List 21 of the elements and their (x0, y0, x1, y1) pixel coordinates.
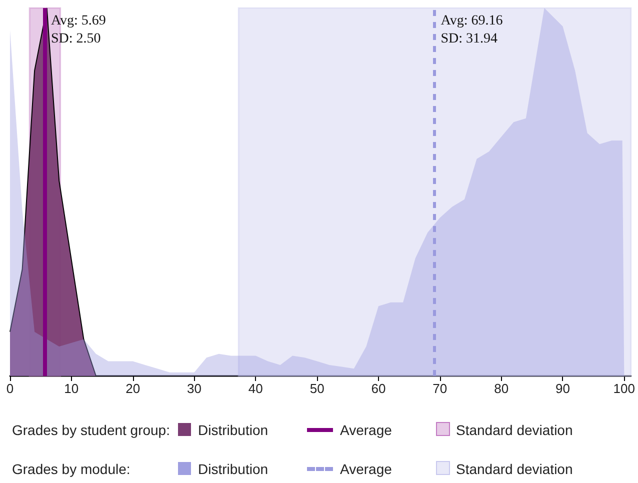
x-tick-label: 100 (613, 381, 636, 396)
x-tick-label: 0 (6, 381, 14, 396)
x-tick-label: 20 (126, 381, 140, 396)
legend-label: Standard deviation (456, 460, 573, 479)
x-tick-label: 10 (64, 381, 79, 396)
x-tick-label: 80 (494, 381, 509, 396)
legend-label: Standard deviation (456, 421, 573, 440)
annotation: Avg: 5.69 SD: 2.50 (50, 14, 106, 46)
legend-label: Distribution (198, 460, 268, 479)
x-tick-label: 60 (371, 381, 386, 396)
text: Grades by module: (12, 460, 130, 479)
legend-label: Average (340, 460, 392, 479)
x-tick-label: 30 (187, 381, 202, 396)
x-tick-label: 90 (556, 381, 570, 396)
annotation: Avg: 69.16 SD: 31.94 (440, 14, 503, 46)
x-tick-label: 50 (310, 381, 324, 396)
x-tick-label: 40 (248, 381, 263, 396)
legend-label: Average (340, 421, 392, 440)
legend-label: Distribution (198, 421, 268, 440)
text: Grades by student group: (12, 421, 170, 440)
x-tick-label: 70 (432, 381, 448, 396)
